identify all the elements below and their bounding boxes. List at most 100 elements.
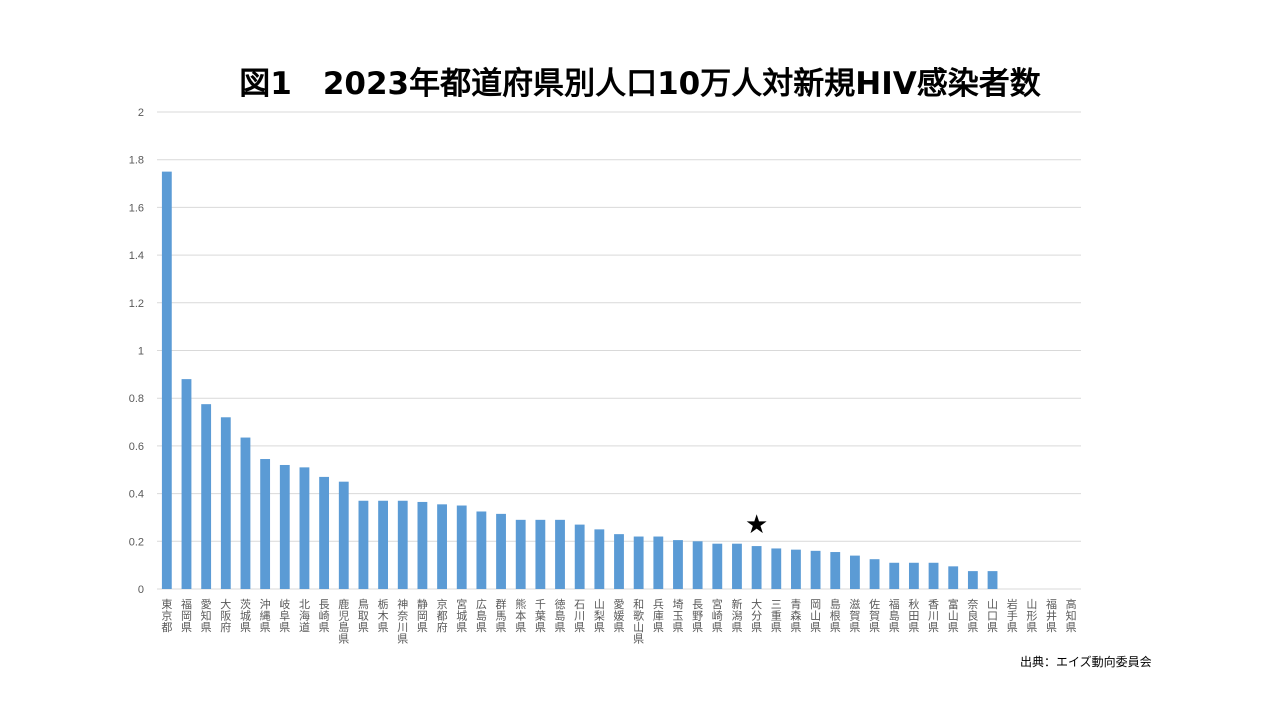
bar: [260, 459, 271, 589]
x-tick-label: 長野県: [692, 598, 703, 634]
bar: [378, 500, 388, 589]
x-tick-label: 群馬県: [496, 597, 507, 634]
bar: [889, 562, 900, 589]
x-tick-label: 長崎県: [319, 598, 330, 634]
x-tick-label: 大阪府: [220, 597, 231, 634]
x-tick-label: 徳島県: [555, 598, 566, 634]
chart-title: 図1 2023年都道府県別人口10万人対新規HIV感染者数: [239, 66, 1041, 102]
x-tick-label: 島根県: [830, 597, 841, 634]
bar: [338, 481, 349, 589]
x-tick-label: 愛知県: [201, 598, 212, 634]
x-tick-label: 三重県: [771, 598, 782, 634]
bar: [201, 404, 212, 589]
x-tick-label: 岩手県: [1007, 597, 1018, 634]
bar: [810, 550, 821, 589]
bar: [161, 171, 172, 589]
bar: [496, 513, 506, 589]
star-annotation: ★: [745, 510, 768, 540]
gridlines: [157, 111, 1081, 590]
y-tick-label: 2: [138, 107, 144, 119]
bar: [456, 505, 467, 589]
x-tick-label: 熊本県: [515, 597, 526, 634]
bar: [869, 559, 880, 589]
x-tick-label: 北海道: [299, 598, 310, 634]
bars: [161, 171, 998, 589]
x-tick-label: 和歌山県: [633, 598, 644, 646]
y-axis-ticks: 0 0.2 0.4 0.6 0.8 1 1.2 1.4 1.6 1.8 2: [129, 107, 144, 596]
source-note: 出典：エイズ動向委員会: [1020, 655, 1152, 669]
bar: [692, 541, 703, 589]
bar: [240, 437, 251, 589]
x-tick-label: 富山県: [948, 597, 959, 634]
y-tick-label: 0: [138, 584, 144, 596]
bar: [555, 519, 565, 589]
x-tick-label: 鳥取県: [358, 597, 369, 634]
y-tick-label: 1.6: [129, 202, 144, 214]
x-tick-label: 鹿児島県: [338, 597, 349, 646]
bar: [279, 464, 290, 589]
bar: [948, 566, 959, 589]
x-tick-label: 千葉県: [535, 598, 546, 634]
bar: [614, 534, 624, 589]
x-tick-label: 石川県: [574, 598, 585, 634]
bar: [220, 417, 231, 589]
x-tick-label: 佐賀県: [869, 597, 880, 634]
bar: [535, 519, 546, 589]
x-tick-label: 山梨県: [594, 598, 605, 634]
x-tick-label: 香川県: [928, 598, 939, 634]
x-axis-ticks: 東京都福岡県愛知県大阪府茨城県沖縄県岐阜県北海道長崎県鹿児島県鳥取県栃木県神奈川…: [161, 597, 1076, 646]
y-tick-label: 0.8: [129, 393, 144, 405]
bar: [594, 529, 605, 589]
x-tick-label: 高知県: [1066, 597, 1077, 634]
bar: [181, 379, 192, 589]
bar: [732, 543, 742, 589]
bar: [771, 548, 782, 589]
x-tick-label: 栃木県: [378, 597, 389, 634]
x-tick-label: 青森県: [790, 598, 801, 634]
x-tick-label: 静岡県: [417, 597, 428, 634]
x-tick-label: 宮崎県: [712, 597, 723, 634]
bar: [574, 524, 585, 589]
bar: [751, 546, 762, 589]
bar: [319, 476, 330, 589]
y-tick-label: 1.8: [129, 155, 144, 167]
x-tick-label: 広島県: [476, 598, 487, 634]
x-tick-label: 福島県: [889, 597, 900, 634]
annotations: ★: [745, 510, 768, 540]
bar: [476, 511, 487, 589]
x-tick-label: 滋賀県: [849, 598, 860, 634]
y-tick-label: 1: [138, 346, 144, 358]
x-tick-label: 茨城県: [240, 597, 251, 634]
bar: [358, 500, 369, 589]
y-tick-label: 1.2: [129, 298, 144, 310]
x-tick-label: 山形県: [1026, 598, 1037, 634]
y-tick-label: 0.2: [129, 536, 144, 548]
bar: [928, 562, 939, 589]
x-tick-label: 大分県: [751, 597, 762, 634]
y-tick-label: 1.4: [129, 250, 144, 262]
x-tick-label: 埼玉県: [672, 597, 683, 634]
x-tick-label: 福井県: [1046, 597, 1057, 634]
bar: [437, 504, 447, 589]
x-tick-label: 京都府: [437, 597, 448, 634]
x-tick-label: 東京都: [161, 598, 172, 634]
x-tick-label: 兵庫県: [653, 598, 664, 634]
x-tick-label: 福岡県: [181, 597, 192, 634]
x-tick-label: 山口県: [987, 598, 998, 634]
x-tick-label: 新潟県: [731, 597, 742, 634]
bar: [653, 536, 664, 589]
x-tick-label: 岐阜県: [279, 598, 290, 634]
bar: [515, 519, 526, 589]
bar: [712, 543, 723, 589]
bar: [850, 555, 860, 589]
x-tick-label: 宮城県: [456, 597, 467, 634]
x-tick-label: 沖縄県: [260, 598, 271, 634]
x-tick-label: 愛媛県: [614, 598, 625, 634]
bar: [967, 571, 978, 589]
bar: [791, 549, 801, 589]
bar: [908, 562, 919, 589]
x-tick-label: 秋田県: [908, 597, 919, 634]
x-tick-label: 奈良県: [967, 597, 978, 634]
bar: [417, 501, 428, 589]
